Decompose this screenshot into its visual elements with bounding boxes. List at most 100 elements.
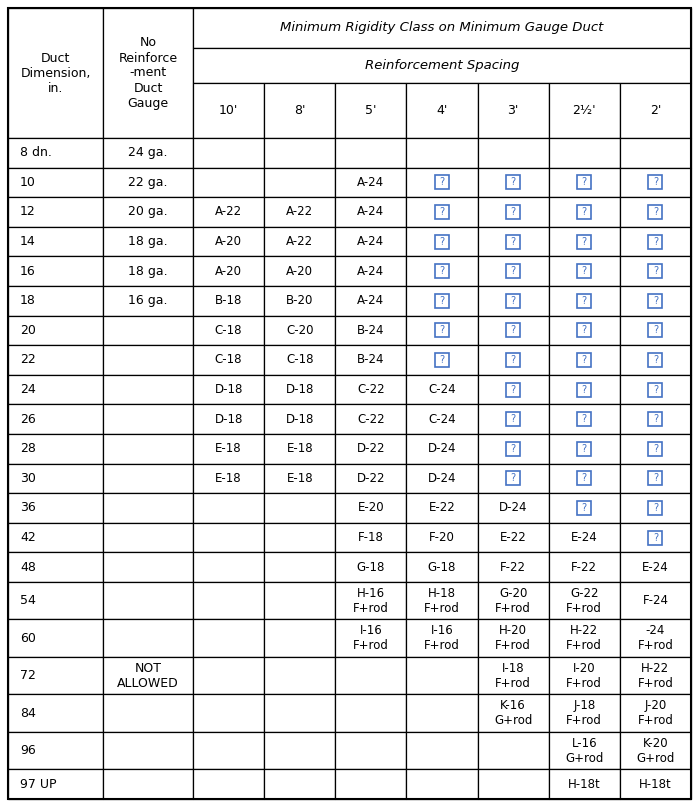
- Bar: [103, 463, 193, 493]
- Text: 12: 12: [20, 206, 36, 219]
- Text: ?: ?: [440, 207, 445, 217]
- Bar: [336, 493, 406, 523]
- Text: A-24: A-24: [357, 265, 384, 278]
- Bar: [477, 168, 549, 197]
- Bar: [577, 383, 591, 396]
- Bar: [577, 441, 591, 456]
- Bar: [620, 463, 691, 493]
- Bar: [264, 463, 336, 493]
- Text: H-18t: H-18t: [568, 778, 600, 791]
- Bar: [103, 168, 193, 197]
- Bar: [264, 227, 336, 257]
- Bar: [577, 501, 591, 515]
- Text: ?: ?: [653, 355, 658, 365]
- Bar: [549, 493, 620, 523]
- Bar: [8, 374, 103, 404]
- Bar: [103, 695, 193, 732]
- Text: 24: 24: [20, 383, 36, 396]
- Text: 72: 72: [20, 669, 36, 682]
- Bar: [406, 695, 477, 732]
- Bar: [193, 523, 264, 552]
- Bar: [577, 205, 591, 219]
- Text: 18 ga.: 18 ga.: [128, 235, 168, 248]
- Bar: [193, 374, 264, 404]
- Bar: [549, 197, 620, 227]
- Text: 2': 2': [650, 104, 661, 117]
- Bar: [336, 316, 406, 345]
- Bar: [549, 374, 620, 404]
- Bar: [193, 227, 264, 257]
- Text: D-18: D-18: [285, 412, 314, 425]
- Text: 97 UP: 97 UP: [20, 778, 57, 791]
- Text: C-18: C-18: [215, 324, 243, 337]
- Bar: [477, 227, 549, 257]
- Bar: [336, 769, 406, 799]
- Bar: [620, 732, 691, 769]
- Text: ?: ?: [510, 266, 516, 276]
- Text: ?: ?: [510, 296, 516, 306]
- Bar: [8, 404, 103, 434]
- Text: C-22: C-22: [357, 383, 384, 396]
- Text: 8': 8': [294, 104, 305, 117]
- Text: ?: ?: [510, 355, 516, 365]
- Text: ?: ?: [510, 414, 516, 424]
- Bar: [264, 257, 336, 286]
- Bar: [477, 523, 549, 552]
- Text: ?: ?: [653, 414, 658, 424]
- Bar: [549, 286, 620, 316]
- Bar: [477, 138, 549, 168]
- Bar: [193, 138, 264, 168]
- Bar: [477, 374, 549, 404]
- Text: ?: ?: [582, 355, 587, 365]
- Bar: [620, 345, 691, 374]
- Bar: [477, 434, 549, 463]
- Bar: [549, 657, 620, 695]
- Text: ?: ?: [582, 385, 587, 395]
- Bar: [8, 434, 103, 463]
- Bar: [620, 197, 691, 227]
- Text: D-22: D-22: [356, 442, 385, 455]
- Bar: [8, 8, 103, 138]
- Text: ?: ?: [582, 503, 587, 513]
- Text: 28: 28: [20, 442, 36, 455]
- Bar: [103, 227, 193, 257]
- Text: 8 dn.: 8 dn.: [20, 146, 52, 159]
- Bar: [620, 316, 691, 345]
- Bar: [336, 138, 406, 168]
- Text: C-18: C-18: [215, 353, 243, 366]
- Bar: [264, 404, 336, 434]
- Bar: [336, 257, 406, 286]
- Bar: [477, 620, 549, 657]
- Text: C-22: C-22: [357, 412, 384, 425]
- Bar: [577, 353, 591, 367]
- Text: A-22: A-22: [286, 206, 313, 219]
- Bar: [336, 463, 406, 493]
- Bar: [477, 316, 549, 345]
- Bar: [103, 374, 193, 404]
- Bar: [406, 197, 477, 227]
- Bar: [103, 552, 193, 582]
- Text: ?: ?: [653, 266, 658, 276]
- Bar: [435, 205, 449, 219]
- Bar: [336, 523, 406, 552]
- Bar: [8, 582, 103, 620]
- Text: ?: ?: [653, 207, 658, 217]
- Bar: [8, 316, 103, 345]
- Text: A-24: A-24: [357, 295, 384, 307]
- Bar: [103, 657, 193, 695]
- Text: F-20: F-20: [429, 531, 455, 544]
- Bar: [336, 286, 406, 316]
- Bar: [406, 769, 477, 799]
- Bar: [103, 769, 193, 799]
- Text: 10': 10': [219, 104, 238, 117]
- Bar: [549, 582, 620, 620]
- Bar: [103, 582, 193, 620]
- Text: L-16
G+rod: L-16 G+rod: [565, 737, 603, 765]
- Text: 18 ga.: 18 ga.: [128, 265, 168, 278]
- Bar: [336, 552, 406, 582]
- Text: ?: ?: [653, 444, 658, 454]
- Bar: [193, 404, 264, 434]
- Text: ?: ?: [653, 503, 658, 513]
- Bar: [435, 324, 449, 337]
- Text: D-18: D-18: [215, 412, 243, 425]
